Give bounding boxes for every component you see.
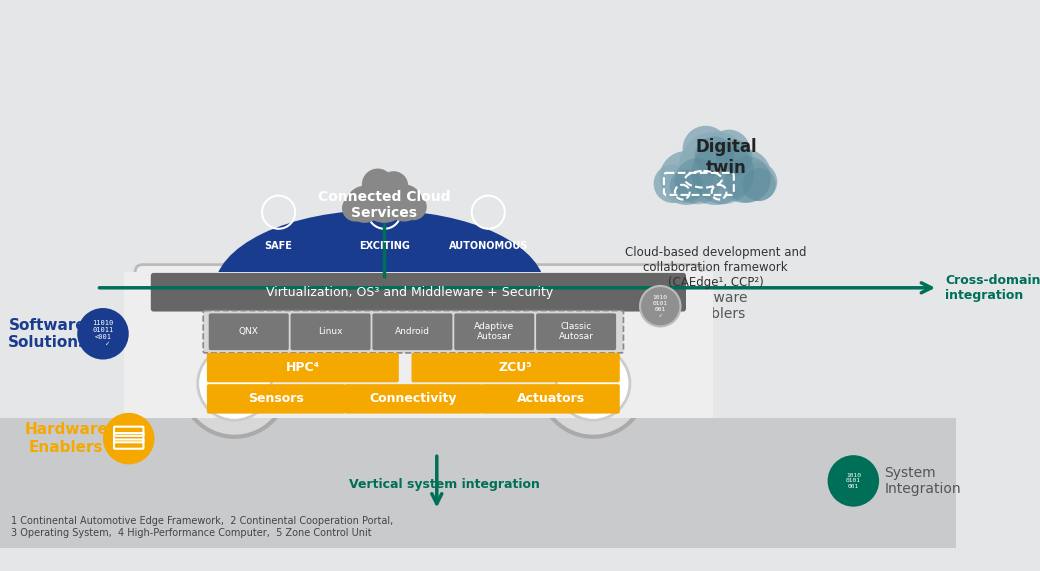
Circle shape [198,347,271,420]
FancyBboxPatch shape [209,313,289,350]
FancyBboxPatch shape [207,353,398,383]
Text: Hardware
Enablers: Hardware Enablers [24,423,108,455]
Text: EXCITING: EXCITING [359,241,410,251]
Circle shape [103,413,155,464]
Text: Sensors: Sensors [249,392,304,405]
Circle shape [682,126,729,172]
Circle shape [743,168,776,201]
Circle shape [717,140,753,176]
Circle shape [738,163,777,201]
Text: Cross-domain
integration: Cross-domain integration [945,274,1040,302]
FancyBboxPatch shape [151,273,686,312]
Ellipse shape [214,210,545,369]
Text: Virtualization, OS³ and Middleware + Security: Virtualization, OS³ and Middleware + Sec… [265,286,553,299]
Circle shape [181,330,288,437]
Text: SAFE: SAFE [265,241,292,251]
Circle shape [675,158,721,204]
Circle shape [725,156,771,203]
Text: AUTONOMOUS: AUTONOMOUS [448,241,528,251]
Text: Linux: Linux [318,327,343,336]
Bar [0,419,957,548]
FancyBboxPatch shape [482,384,620,413]
Text: 11010
01011
<001
  ✓: 11010 01011 <001 ✓ [93,320,113,347]
FancyBboxPatch shape [207,384,345,413]
Text: Classic
Autosar: Classic Autosar [558,322,594,341]
Circle shape [386,184,423,222]
Bar [124,272,712,419]
Text: Vertical system integration: Vertical system integration [348,478,540,491]
Circle shape [707,130,750,172]
FancyBboxPatch shape [454,313,535,350]
FancyBboxPatch shape [203,311,623,353]
Text: QNX: QNX [239,327,259,336]
Text: HPC⁴: HPC⁴ [286,361,320,374]
Circle shape [342,195,368,222]
Circle shape [659,151,713,205]
Text: Android: Android [395,327,430,336]
Circle shape [640,286,680,327]
FancyBboxPatch shape [412,353,620,383]
Text: Connectivity: Connectivity [369,392,458,405]
Text: Digital
twin: Digital twin [696,138,757,176]
FancyBboxPatch shape [290,313,370,350]
Circle shape [379,171,409,200]
Text: Actuators: Actuators [517,392,584,405]
Text: Connected Cloud
Services: Connected Cloud Services [318,190,450,220]
FancyBboxPatch shape [135,264,702,407]
Circle shape [718,149,772,203]
FancyBboxPatch shape [536,313,616,350]
Circle shape [400,194,426,220]
Text: 1010
0101
001
✓: 1010 0101 001 ✓ [653,295,668,317]
Circle shape [695,136,734,176]
Circle shape [828,455,879,506]
Circle shape [362,168,394,200]
Text: ZCU⁵: ZCU⁵ [499,361,532,374]
FancyBboxPatch shape [344,384,483,413]
Text: 1 Continental Automotive Edge Framework,  2 Continental Cooperation Portal,
3 Op: 1 Continental Automotive Edge Framework,… [11,516,393,538]
Circle shape [540,330,647,437]
Text: Software
Solutions: Software Solutions [7,317,87,350]
Circle shape [679,131,752,205]
Circle shape [692,142,754,204]
FancyBboxPatch shape [372,313,452,350]
Circle shape [346,186,383,223]
Circle shape [556,347,630,420]
Circle shape [653,164,693,203]
Text: Software
Enablers: Software Enablers [686,291,748,321]
Text: Cloud-based development and
collaboration framework
(CAEdge¹, CCP²): Cloud-based development and collaboratio… [625,247,806,289]
Text: System
Integration: System Integration [885,466,961,496]
Text: 1010
0101
001: 1010 0101 001 [846,473,861,489]
Circle shape [359,172,410,223]
Circle shape [77,308,129,360]
Circle shape [670,170,703,203]
Text: Adaptive
Autosar: Adaptive Autosar [474,322,515,341]
